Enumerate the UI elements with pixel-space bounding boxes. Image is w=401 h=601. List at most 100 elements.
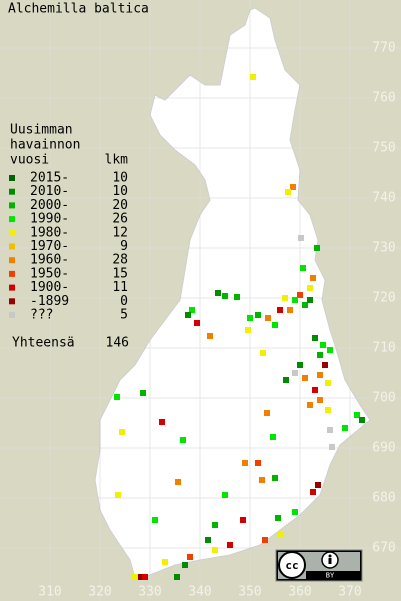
observation xyxy=(174,574,180,580)
legend-label: 2010- xyxy=(30,184,69,199)
observation xyxy=(250,74,256,80)
y-tick-label: 690 xyxy=(372,441,395,456)
observation xyxy=(162,559,168,565)
observation xyxy=(194,320,200,326)
legend-label: 1900- xyxy=(30,280,69,295)
observation xyxy=(325,407,331,413)
observation xyxy=(298,235,304,241)
observation xyxy=(272,322,278,328)
observation xyxy=(317,352,323,358)
observation xyxy=(315,482,321,488)
legend-swatch xyxy=(9,175,15,181)
x-tick-label: 350 xyxy=(238,585,261,600)
legend-title: Uusimman xyxy=(10,123,73,138)
observation xyxy=(240,517,246,523)
legend-label: 1960- xyxy=(30,253,69,268)
observation xyxy=(292,370,298,376)
license-text: BY xyxy=(326,572,335,580)
observation xyxy=(265,315,271,321)
y-tick-label: 770 xyxy=(372,41,395,56)
observations xyxy=(114,74,365,580)
observation xyxy=(222,293,228,299)
legend-swatch xyxy=(9,257,15,264)
x-tick-label: 340 xyxy=(188,585,211,600)
legend-count: 15 xyxy=(112,266,128,281)
observation xyxy=(212,522,218,528)
x-tick-label: 330 xyxy=(138,585,161,600)
observation xyxy=(282,295,288,301)
legend-swatch xyxy=(9,270,15,277)
y-tick-label: 740 xyxy=(372,191,395,206)
legend-label: 1990- xyxy=(30,212,69,227)
observation xyxy=(260,350,266,356)
observation xyxy=(297,292,303,298)
legend-label: 2015- xyxy=(30,171,69,186)
legend-count: 12 xyxy=(112,225,128,240)
legend-label: 1970- xyxy=(30,239,69,254)
total-label: Yhteensä xyxy=(12,336,75,351)
observation xyxy=(327,347,333,353)
observation xyxy=(287,307,293,313)
observation xyxy=(152,517,158,523)
legend-count: 20 xyxy=(112,198,128,213)
observation xyxy=(222,492,228,498)
svg-text:cc: cc xyxy=(285,559,298,572)
observation xyxy=(187,554,193,560)
legend-swatch xyxy=(9,312,15,318)
y-tick-label: 720 xyxy=(372,291,395,306)
observation xyxy=(114,394,120,400)
observation xyxy=(205,537,211,543)
legend-label: 1950- xyxy=(30,266,69,281)
observation xyxy=(307,297,313,303)
observation xyxy=(300,265,306,271)
observation xyxy=(180,437,186,443)
x-tick-label: 370 xyxy=(338,585,361,600)
observation xyxy=(277,307,283,313)
legend-count: 10 xyxy=(112,184,128,199)
legend-swatch xyxy=(9,216,15,223)
y-tick-label: 730 xyxy=(372,241,395,256)
observation xyxy=(310,489,316,495)
observation xyxy=(327,427,333,433)
observation xyxy=(137,574,143,580)
legend-count: 9 xyxy=(120,239,128,254)
observation xyxy=(270,434,276,440)
count-header: lkm xyxy=(105,153,129,168)
observation xyxy=(354,412,360,418)
observation xyxy=(212,547,218,553)
observation xyxy=(312,335,318,341)
legend-swatch xyxy=(9,284,15,291)
observation xyxy=(275,515,281,521)
observation xyxy=(302,375,308,381)
observation xyxy=(255,460,261,466)
y-tick-label: 760 xyxy=(372,91,395,106)
observation xyxy=(227,542,233,548)
y-tick-label: 680 xyxy=(372,491,395,506)
observation xyxy=(175,479,181,485)
observation xyxy=(262,537,268,543)
legend-swatch xyxy=(9,229,15,236)
legend-swatch xyxy=(9,243,15,250)
observation xyxy=(119,429,125,435)
observation xyxy=(272,475,278,481)
observation xyxy=(320,342,326,348)
observation xyxy=(247,315,253,321)
title: Alchemilla baltica xyxy=(8,2,149,17)
observation xyxy=(317,397,323,403)
observation xyxy=(259,477,265,483)
observation xyxy=(215,290,221,296)
legend-count: 11 xyxy=(112,280,128,295)
y-tick-label: 700 xyxy=(372,391,395,406)
observation xyxy=(322,362,328,368)
legend-count: 10 xyxy=(112,171,128,186)
observation xyxy=(189,307,195,313)
legend-label: 1980- xyxy=(30,225,69,240)
observation xyxy=(264,410,270,416)
observation xyxy=(312,387,318,393)
legend-title: havainnon xyxy=(10,138,80,153)
observation xyxy=(142,574,148,580)
observation xyxy=(159,419,165,425)
x-tick-label: 320 xyxy=(88,585,111,600)
observation xyxy=(277,532,283,538)
